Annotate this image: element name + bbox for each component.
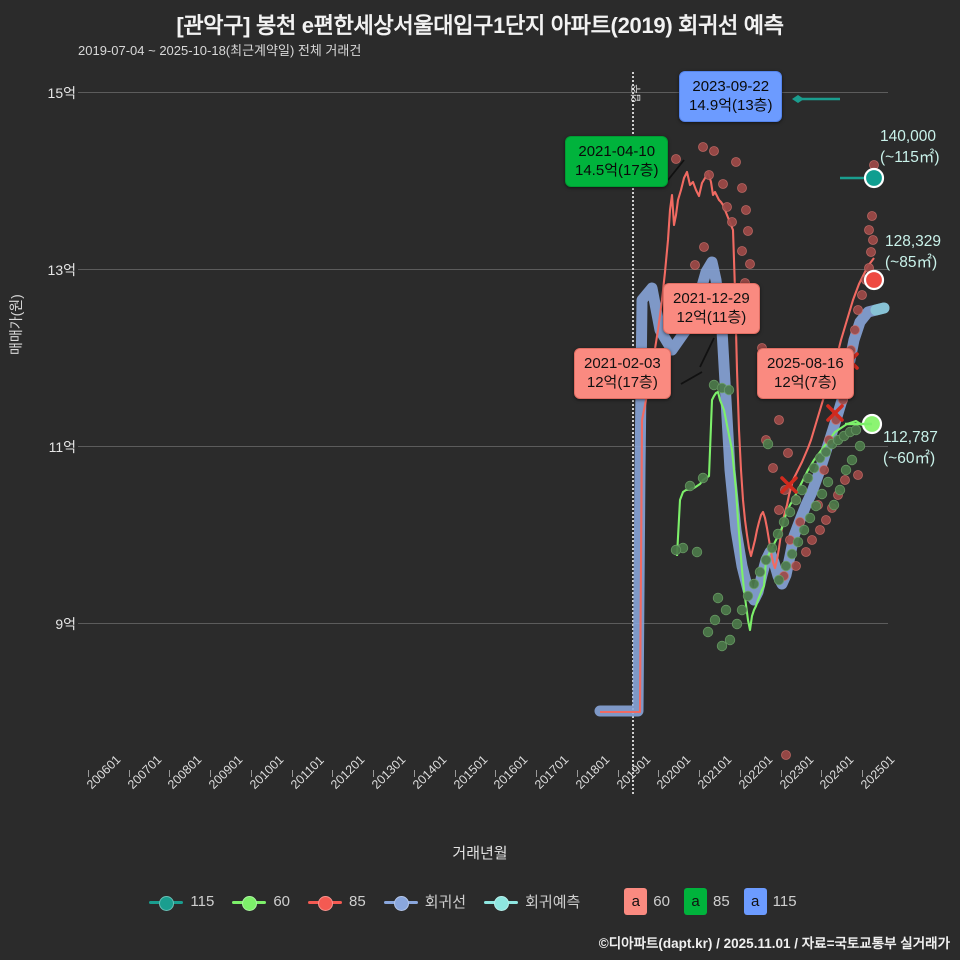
movein-dotted-line <box>632 72 634 794</box>
x-tick-mark <box>617 770 619 777</box>
legend-label: 115 <box>190 893 215 910</box>
legend-marker-icon <box>484 894 519 911</box>
gridline-9 <box>78 623 888 624</box>
endlabel-value: 140,000 <box>880 128 937 145</box>
legend-item-85[interactable]: 85 <box>308 893 366 911</box>
endpoint-markers <box>861 167 885 435</box>
callout-price: 12억(17층) <box>586 374 658 392</box>
x-tick-mark <box>821 770 823 777</box>
leader-2021-12-29 <box>699 337 715 368</box>
endlabel-area: (~60㎡) <box>883 449 936 467</box>
callout-date: 2023-09-22 <box>692 78 770 95</box>
x-tick-mark <box>210 770 212 777</box>
endlabel-area: (~115㎡) <box>880 148 940 166</box>
endlabel-60: 112,787 (~60㎡) <box>883 428 938 470</box>
x-tick-mark <box>780 770 782 777</box>
legend-label: 60 <box>273 893 290 910</box>
legend-label: 회귀예측 <box>525 894 581 911</box>
x-tick-mark <box>536 770 538 777</box>
legend-badge-115[interactable]: a 115 <box>743 888 797 915</box>
legend-badge-85[interactable]: a 85 <box>683 888 730 915</box>
x-tick-mark <box>332 770 334 777</box>
callout-price: 14.9억(13층) <box>689 97 773 115</box>
x-tick-mark <box>699 770 701 777</box>
endlabel-value: 128,329 <box>885 233 942 250</box>
callout-price: 12억(11층) <box>676 309 747 327</box>
ytick-label-13: 13억 <box>47 262 76 278</box>
callout-2025-08-16[interactable]: 2025-08-16 12억(7층) <box>757 348 854 400</box>
legend-marker-icon <box>232 894 267 911</box>
x-tick-mark <box>169 770 171 777</box>
badge-glyph: a <box>624 888 648 915</box>
x-tick-mark <box>739 770 741 777</box>
x-tick-mark <box>495 770 497 777</box>
series-marker-115-diamond <box>792 95 804 103</box>
x-tick-mark <box>88 770 89 777</box>
x-tick-mark <box>862 770 863 777</box>
legend-marker-icon <box>308 894 342 911</box>
gridline-15 <box>78 92 888 93</box>
callout-2021-04-10[interactable]: 2021-04-10 14.5억(17층) <box>565 136 669 188</box>
callout-2021-12-29[interactable]: 2021-12-29 12억(11층) <box>663 283 760 335</box>
ytick-label-15: 15억 <box>47 85 76 101</box>
chart-subtitle: 2019-07-04 ~ 2025-10-18(최근계약일) 전체 거래건 <box>78 43 362 58</box>
callout-2021-02-03[interactable]: 2021-02-03 12억(17층) <box>574 348 671 400</box>
endlabel-85: 128,329 (~85㎡) <box>885 232 941 274</box>
legend-item-회귀선[interactable]: 회귀선 <box>383 891 467 912</box>
legend-item-60[interactable]: 60 <box>232 893 290 911</box>
chart-legend: 115 60 85 회귀선 회귀예측 a 60 a 85 a 115 <box>0 888 960 915</box>
callout-leader-lines <box>667 159 715 385</box>
badge-label: 85 <box>712 893 730 910</box>
x-tick-mark <box>250 770 252 777</box>
ytick-label-9: 9억 <box>55 616 76 632</box>
x-axis-label: 거래년월 <box>452 845 508 862</box>
legend-marker-icon <box>149 894 184 911</box>
badge-glyph: a <box>743 888 767 915</box>
scatter-group-60 <box>670 379 866 652</box>
leader-2021-04-10 <box>667 159 685 181</box>
legend-label: 회귀선 <box>424 894 467 911</box>
x-tick-mark <box>454 770 456 777</box>
callout-date: 2021-12-29 <box>673 290 750 307</box>
legend-badge-60[interactable]: a 60 <box>624 888 670 915</box>
endlabel-value: 112,787 <box>883 429 938 446</box>
endlabel-115: 140,000 (~115㎡) <box>880 127 940 169</box>
legend-item-115[interactable]: 115 <box>149 893 215 911</box>
legend-item-회귀예측[interactable]: 회귀예측 <box>484 891 580 912</box>
regression-forecast-line <box>870 302 890 316</box>
badge-glyph: a <box>683 888 707 915</box>
x-tick-mark <box>576 770 578 777</box>
callout-price: 14.5억(17층) <box>575 162 659 180</box>
callout-price: 12억(7층) <box>774 374 837 392</box>
endlabel-area: (~85㎡) <box>885 253 938 271</box>
gridline-11 <box>78 446 888 447</box>
x-tick-mark <box>413 770 415 777</box>
x-tick-mark <box>291 770 293 777</box>
callout-date: 2025-08-16 <box>767 355 844 372</box>
endpoint-marker-85 <box>863 269 885 291</box>
legend-label: 85 <box>349 893 366 910</box>
x-tick-mark <box>658 770 660 777</box>
callout-date: 2021-04-10 <box>578 143 656 160</box>
badge-label: 60 <box>653 893 670 910</box>
endpoint-marker-115 <box>863 167 885 189</box>
scatter-group-85 <box>671 142 879 760</box>
footer-credit: ©디아파트(dapt.kr) / 2025.11.01 / 자료=국토교통부 실… <box>598 936 950 951</box>
chart-title: [관악구] 봉천 e편한세상서울대입구1단지 아파트(2019) 회귀선 예측 <box>176 13 784 38</box>
leader-2021-02-03 <box>680 371 703 385</box>
callout-date: 2021-02-03 <box>584 355 661 372</box>
badge-label: 115 <box>772 893 797 910</box>
callout-2023-09-22[interactable]: 2023-09-22 14.9억(13층) <box>679 71 783 123</box>
x-tick-mark <box>373 770 375 777</box>
legend-marker-icon <box>383 894 418 911</box>
gridline-13 <box>78 269 888 270</box>
ytick-label-11: 11억 <box>48 439 76 455</box>
x-tick-mark <box>128 770 130 777</box>
